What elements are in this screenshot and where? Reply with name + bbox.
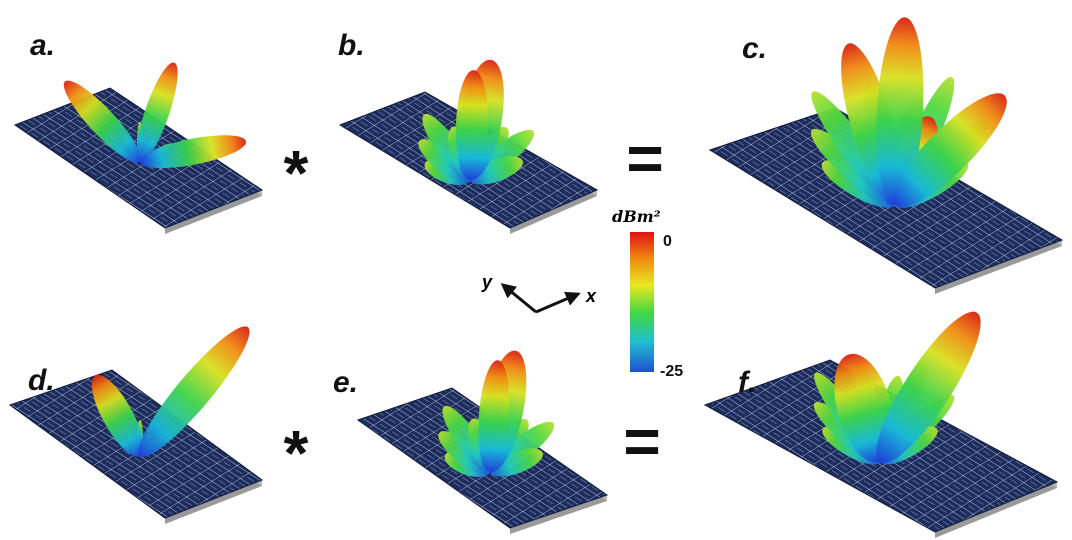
colorbar-title: dBm² xyxy=(612,207,661,226)
axis-arrow xyxy=(503,285,536,312)
operator: * xyxy=(284,417,309,489)
axis-label: x xyxy=(585,286,597,306)
colorbar-tick-label: -25 xyxy=(660,363,683,380)
operator: = xyxy=(626,122,663,194)
axis-label: y xyxy=(481,272,493,292)
figure: a. b. c. d. e. f. * = * = dBm² 0 -25 y x xyxy=(0,0,1072,540)
panel-label: d. xyxy=(28,364,55,397)
operator: = xyxy=(623,405,660,477)
patterns xyxy=(10,16,1062,538)
panel-label: c. xyxy=(742,32,767,65)
operator: * xyxy=(284,137,309,209)
panel-label: f. xyxy=(738,366,756,399)
panel-label: e. xyxy=(333,366,358,399)
panel-label: a. xyxy=(30,29,55,62)
panel-label: b. xyxy=(338,29,365,62)
axis-arrow xyxy=(536,294,578,312)
colorbar xyxy=(630,232,654,372)
colorbar-tick-label: 0 xyxy=(663,233,672,250)
